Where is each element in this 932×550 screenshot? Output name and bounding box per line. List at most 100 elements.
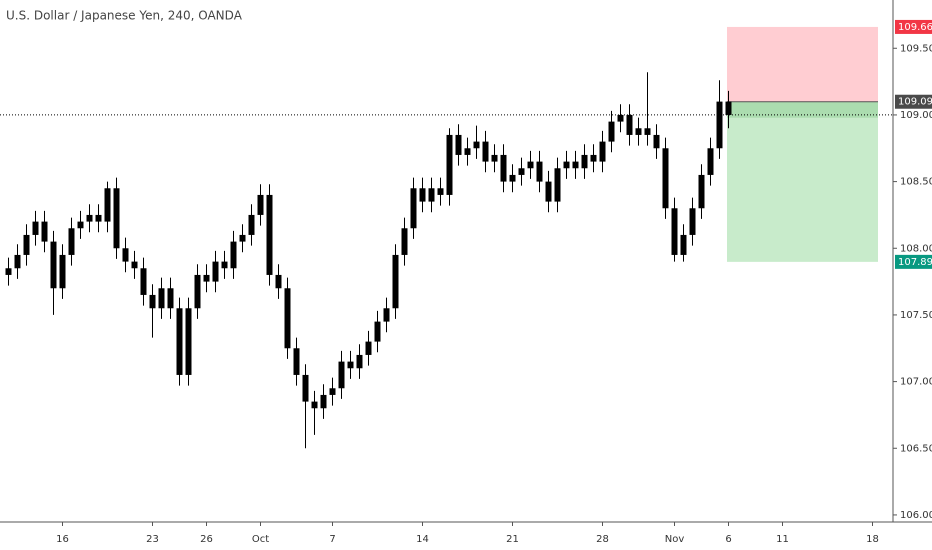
candle-body <box>239 234 246 242</box>
y-tick-label: 106.000 <box>900 510 932 521</box>
candle-body <box>437 188 444 195</box>
price-label: 109.660 <box>898 22 932 33</box>
candle-body <box>545 181 552 202</box>
candle-body <box>230 241 237 269</box>
candle-body <box>41 221 48 242</box>
candle-body <box>446 134 453 195</box>
price-label-bg <box>895 254 932 269</box>
candle-body <box>140 268 147 295</box>
candle-body <box>68 228 75 255</box>
candle-body <box>158 288 165 309</box>
candle-body <box>500 154 507 182</box>
candle-body <box>59 254 66 289</box>
candle-body <box>518 168 525 175</box>
y-tick-label: 108.000 <box>900 243 932 254</box>
candle-body <box>572 161 579 169</box>
y-tick-label: 107.500 <box>900 310 932 321</box>
x-tick-label: 6 <box>725 534 731 545</box>
loss-zone <box>727 26 878 102</box>
candle-body <box>374 321 381 342</box>
candle-body <box>248 214 255 235</box>
candle-body <box>536 161 543 182</box>
x-tick-label: 23 <box>146 534 159 545</box>
candle-body <box>626 114 633 135</box>
y-tick-label: 109.500 <box>900 43 932 54</box>
candle-body <box>167 288 174 309</box>
candle-body <box>401 228 408 255</box>
candle-body <box>275 274 282 289</box>
candle-body <box>77 221 84 229</box>
candle-body <box>86 214 93 222</box>
x-tick-label: 14 <box>416 534 429 545</box>
x-tick-label: 11 <box>776 534 789 545</box>
candle-body <box>257 194 264 215</box>
candle-body <box>347 361 354 369</box>
candle-body <box>554 168 561 202</box>
candle-body <box>527 161 534 169</box>
candle-body <box>671 208 678 255</box>
candle-body <box>5 268 12 275</box>
candle-body <box>113 188 120 249</box>
candle-body <box>455 134 462 155</box>
x-tick-label: 26 <box>200 534 213 545</box>
candle-body <box>266 194 273 275</box>
candle-body <box>707 148 714 175</box>
candle-body <box>419 188 426 202</box>
profit-zone <box>727 101 878 262</box>
candle-body <box>356 354 363 369</box>
candle-body <box>176 308 183 375</box>
candle-body <box>662 148 669 209</box>
candle-body <box>212 261 219 282</box>
candle-body <box>23 234 30 255</box>
price-label-bg <box>895 19 932 34</box>
chart-title: U.S. Dollar / Japanese Yen, 240, OANDA <box>6 9 243 23</box>
candle-body <box>464 148 471 155</box>
candle-body <box>338 361 345 389</box>
candle-body <box>392 254 399 309</box>
candle-body <box>428 188 435 202</box>
price-label-bg <box>895 94 932 109</box>
candle-body <box>473 141 480 149</box>
y-tick-label: 109.000 <box>900 110 932 121</box>
x-tick-label: Nov <box>665 534 685 545</box>
candle-body <box>617 114 624 122</box>
candle-body <box>482 141 489 162</box>
x-tick-label: 16 <box>56 534 69 545</box>
candle-body <box>644 128 651 135</box>
candle-body <box>149 294 156 309</box>
y-tick-label: 107.000 <box>900 377 932 388</box>
candle-body <box>203 274 210 282</box>
candle-body <box>563 161 570 169</box>
candle-body <box>311 401 318 409</box>
candle-body <box>716 101 723 149</box>
candle-body <box>725 101 732 115</box>
candle-body <box>50 241 57 289</box>
x-tick-label: 7 <box>329 534 335 545</box>
candle-body <box>698 174 705 209</box>
candle-body <box>383 308 390 322</box>
candle-body <box>581 154 588 169</box>
candle-body <box>410 188 417 229</box>
candle-body <box>590 154 597 162</box>
candle-body <box>14 254 21 269</box>
candle-body <box>365 341 372 355</box>
x-tick-label: 28 <box>596 534 609 545</box>
candle-body <box>689 208 696 235</box>
candle-body <box>680 234 687 255</box>
candle-body <box>284 288 291 349</box>
candle-body <box>608 121 615 142</box>
candle-body <box>509 174 516 182</box>
x-tick-label: 18 <box>866 534 879 545</box>
candle-body <box>32 221 39 235</box>
candle-body <box>131 261 138 269</box>
y-tick-label: 106.500 <box>900 443 932 454</box>
candle-body <box>320 394 327 409</box>
y-tick-label: 108.500 <box>900 177 932 188</box>
x-tick-label: 21 <box>506 534 519 545</box>
x-tick-label: Oct <box>252 534 269 545</box>
candle-body <box>293 348 300 375</box>
candle-body <box>104 188 111 222</box>
candle-body <box>635 128 642 135</box>
candle-body <box>653 134 660 149</box>
